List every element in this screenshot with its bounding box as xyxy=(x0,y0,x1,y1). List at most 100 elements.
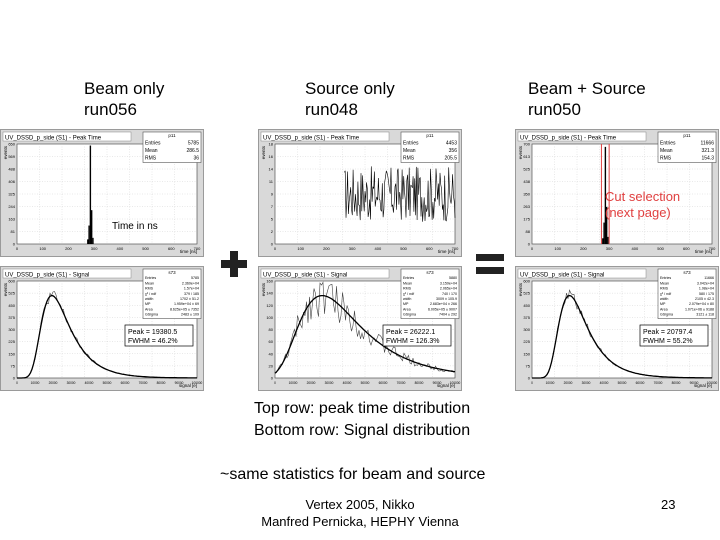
stats-name: Mean xyxy=(403,148,416,154)
x-tick-label: 70000 xyxy=(654,381,663,385)
chart-title-box xyxy=(517,131,647,142)
x-tick-label: 20000 xyxy=(564,381,573,385)
y-tick-label: 80 xyxy=(269,327,274,332)
footer-line-1: Vertex 2005, Nikko xyxy=(305,497,415,512)
stats-name: Area xyxy=(145,307,153,311)
x-tick-label: 0 xyxy=(531,246,534,251)
x-tick-label: 200 xyxy=(65,246,72,251)
stats-value: 1.071e+06 ± 9188 xyxy=(685,307,714,311)
stats-name: Area xyxy=(660,307,668,311)
y-tick-label: 525 xyxy=(523,167,530,172)
chart-panel-peak-combined: UV_DSSD_p_side (S1) - Peak Time time [ns]… xyxy=(515,129,719,257)
y-tick-label: 375 xyxy=(523,315,530,320)
y-tick-label: 60 xyxy=(269,339,274,344)
y-tick-label: 438 xyxy=(523,179,530,184)
peak-label: Peak = 19380.5 xyxy=(128,329,177,336)
y-tick-label: 375 xyxy=(8,315,15,320)
x-tick-label: 30000 xyxy=(67,381,76,385)
stats-value: 154.3 xyxy=(701,156,714,162)
stats-name: GSigma xyxy=(403,313,416,317)
x-tick-label: 100000 xyxy=(192,381,203,385)
stats-value: 2.065e+04 xyxy=(440,287,457,291)
x-tick-label: 50000 xyxy=(103,381,112,385)
y-tick-label: 0 xyxy=(271,242,274,247)
y-tick-label: 88 xyxy=(526,229,531,234)
chart-peak-beam: UV_DSSD_p_side (S1) - Peak Time time [ns]… xyxy=(2,131,202,254)
x-tick-label: 30000 xyxy=(582,381,591,385)
y-tick-label: 300 xyxy=(8,327,15,332)
stats-box xyxy=(657,131,717,163)
x-tick-label: 600 xyxy=(168,246,175,251)
stats-title: p11 xyxy=(168,133,176,138)
stats-name: MP xyxy=(660,302,666,306)
y-tick-label: 14 xyxy=(269,167,274,172)
stats-title: s73 xyxy=(426,270,434,275)
equals-operator xyxy=(474,250,506,283)
y-tick-label: 9 xyxy=(271,192,274,197)
stats-value: 580 / 175 xyxy=(699,292,714,296)
x-tick-label: 0 xyxy=(16,381,18,385)
stats-name: RMS xyxy=(403,156,415,162)
stats-box xyxy=(142,131,202,163)
y-tick-label: 263 xyxy=(523,204,530,209)
x-tick-label: 200 xyxy=(580,246,587,251)
bar xyxy=(607,236,609,244)
stats-name: Mean xyxy=(660,281,669,285)
stats-box xyxy=(400,268,460,319)
chart-panel-peak-source: UV_DSSD_p_side (S1) - Peak Time time [ns]… xyxy=(258,129,462,257)
y-tick-label: 75 xyxy=(11,363,16,368)
stats-name: χ² / ndf xyxy=(145,292,156,296)
stats-value: 356 xyxy=(449,148,458,154)
stats-name: Mean xyxy=(403,281,412,285)
chart-panel-signal-beam: UV_DSSD_p_side (S1) - Signal signal [e] ev… xyxy=(0,266,204,391)
y-tick-label: 2 xyxy=(271,229,274,234)
stats-value: 286.5 xyxy=(186,148,199,154)
column-title-beam: Beam only run056 xyxy=(84,79,165,119)
chart-signal-beam: UV_DSSD_p_side (S1) - Signal signal [e] ev… xyxy=(2,268,203,388)
caption-line-3: ~same statistics for beam and source xyxy=(220,466,486,483)
stats-name: width xyxy=(145,297,153,301)
x-axis-label: time [ns] xyxy=(180,249,197,254)
chart-title-box xyxy=(260,268,390,279)
y-tick-label: 600 xyxy=(8,279,15,284)
fit-curve xyxy=(274,294,456,374)
x-tick-label: 90000 xyxy=(433,381,442,385)
stats-value: 36 xyxy=(193,156,199,162)
x-tick-label: 10000 xyxy=(31,381,40,385)
x-tick-label: 700 xyxy=(452,246,459,251)
x-tick-label: 60000 xyxy=(379,381,388,385)
y-axis-label: events xyxy=(3,145,8,159)
stats-value: 205.5 xyxy=(444,156,457,162)
chart-title-box xyxy=(2,131,132,142)
fit-curve xyxy=(532,294,712,379)
y-tick-label: 120 xyxy=(266,303,273,308)
peak-label: Peak = 20797.4 xyxy=(643,329,692,336)
stats-name: RMS xyxy=(403,287,412,291)
stats-value: 7404 ± 292 xyxy=(439,313,457,317)
y-tick-label: 0 xyxy=(271,376,274,381)
x-tick-label: 20000 xyxy=(307,381,316,385)
caption-line-1: Top row: peak time distribution xyxy=(254,400,471,417)
column-title-source: Source only run048 xyxy=(305,79,395,119)
stats-value: 2105 ± 42.3 xyxy=(695,297,714,301)
stats-value: 3.159e+04 xyxy=(440,281,457,285)
x-tick-label: 40000 xyxy=(85,381,94,385)
stats-name: Entries xyxy=(145,141,161,147)
stats-name: GSigma xyxy=(145,313,158,317)
stats-value: 4453 xyxy=(446,141,457,147)
stats-value: 1702 ± 51.2 xyxy=(180,297,199,301)
x-tick-label: 50000 xyxy=(618,381,627,385)
chart-signal-source: UV_DSSD_p_side (S1) - Signal signal [e] ev… xyxy=(260,268,461,388)
y-tick-label: 569 xyxy=(8,154,15,159)
x-tick-label: 600 xyxy=(683,246,690,251)
stats-box xyxy=(142,268,202,319)
bar xyxy=(89,145,92,244)
chart-panel-signal-source: UV_DSSD_p_side (S1) - Signal signal [e] ev… xyxy=(258,266,462,391)
x-tick-label: 700 xyxy=(709,246,716,251)
bar xyxy=(88,225,90,244)
x-tick-label: 100 xyxy=(297,246,304,251)
x-tick-label: 70000 xyxy=(397,381,406,385)
chart-title-box xyxy=(2,268,132,279)
y-tick-label: 488 xyxy=(8,167,15,172)
bar xyxy=(92,237,94,244)
